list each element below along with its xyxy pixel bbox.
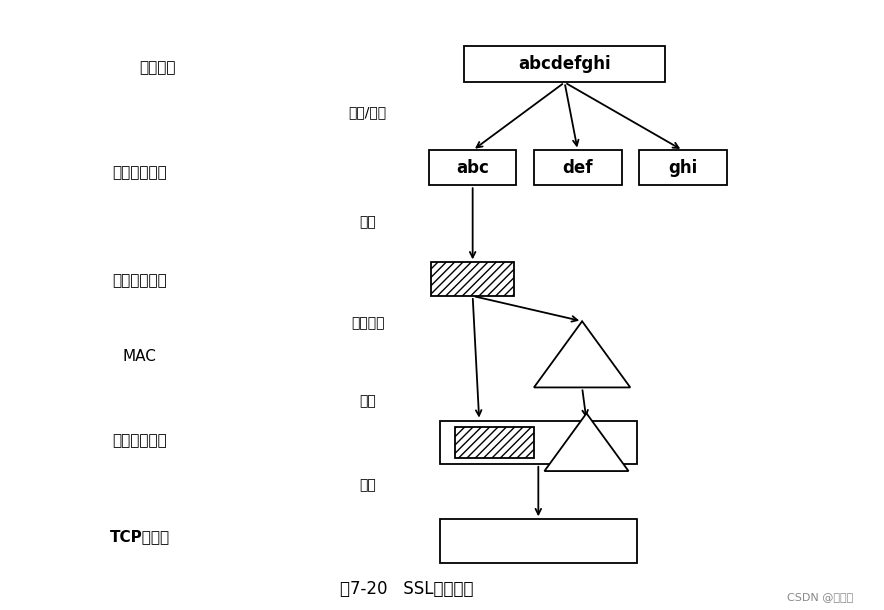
Text: def: def — [562, 159, 593, 177]
Bar — [440, 519, 636, 562]
Text: 图7-20   SSL记录协议: 图7-20 SSL记录协议 — [340, 580, 474, 598]
Text: TCP数据包: TCP数据包 — [110, 529, 170, 544]
Text: 压缩后的单元: 压缩后的单元 — [112, 273, 167, 289]
Text: 传输: 传输 — [359, 478, 376, 492]
Bar — [431, 262, 514, 296]
Text: abcdefghi: abcdefghi — [518, 56, 611, 73]
Bar — [464, 46, 666, 82]
Bar — [639, 151, 727, 185]
Text: ghi: ghi — [668, 159, 697, 177]
Polygon shape — [545, 414, 629, 471]
Text: 应用数据: 应用数据 — [139, 60, 176, 75]
Text: CSDN @卢延吉: CSDN @卢延吉 — [788, 592, 854, 602]
Text: 分段/合并: 分段/合并 — [348, 106, 386, 120]
Text: 进行散列: 进行散列 — [351, 316, 385, 330]
Bar — [534, 151, 621, 185]
Text: 压缩: 压缩 — [359, 215, 376, 229]
Text: 记录协议单元: 记录协议单元 — [112, 165, 167, 180]
Text: 加密: 加密 — [359, 394, 376, 408]
Text: abc: abc — [456, 159, 489, 177]
Bar — [429, 151, 516, 185]
Bar — [440, 420, 636, 464]
Text: MAC: MAC — [123, 349, 156, 364]
Polygon shape — [534, 321, 630, 387]
Bar — [455, 426, 534, 458]
Text: 加密后的数据: 加密后的数据 — [112, 433, 167, 448]
